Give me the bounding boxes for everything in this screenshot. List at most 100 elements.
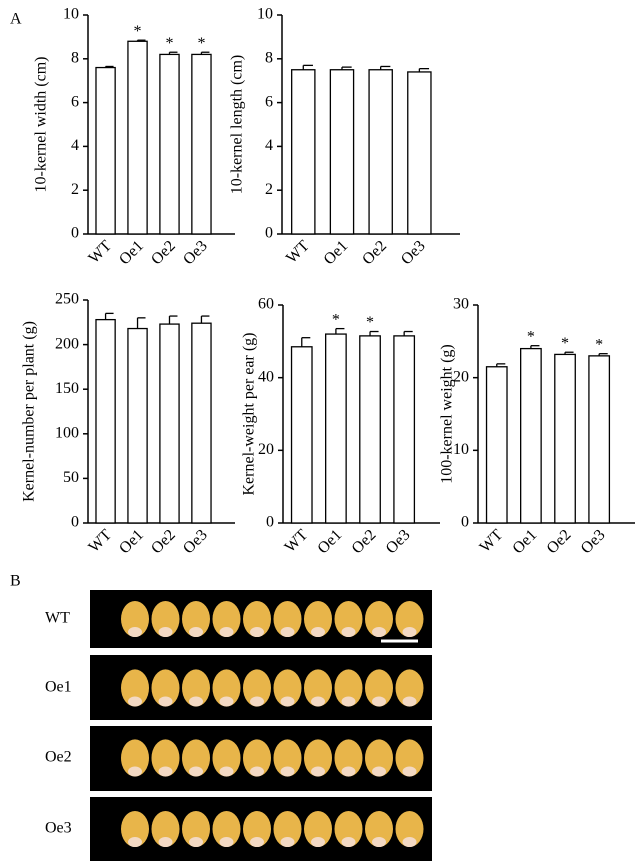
y-tick-label: 50 bbox=[63, 469, 79, 486]
y-tick-label: 2 bbox=[265, 181, 273, 198]
kernel-tip bbox=[128, 627, 142, 638]
kernel bbox=[273, 811, 302, 847]
kernel-tip bbox=[250, 837, 264, 848]
kernel bbox=[212, 669, 241, 707]
panel-label: A bbox=[10, 11, 22, 28]
x-tick-label: Oe3 bbox=[383, 526, 414, 557]
bar bbox=[127, 40, 148, 235]
kernel bbox=[365, 669, 393, 707]
kernel bbox=[395, 601, 424, 637]
kernel bbox=[304, 811, 332, 847]
y-tick-label: 40 bbox=[258, 368, 274, 385]
kernel bbox=[182, 669, 210, 707]
y-tick-label: 4 bbox=[71, 137, 79, 154]
bar bbox=[588, 355, 611, 524]
kernel-tip bbox=[219, 627, 234, 638]
y-tick-label: 4 bbox=[265, 137, 273, 154]
bar bbox=[191, 322, 212, 524]
kernel bbox=[334, 669, 363, 707]
kernel bbox=[334, 601, 363, 637]
kernel bbox=[304, 739, 332, 777]
y-tick-label: 0 bbox=[461, 514, 469, 531]
kernel bbox=[121, 811, 149, 847]
kernel-tip bbox=[311, 837, 325, 848]
significance-mark: * bbox=[595, 336, 603, 353]
significance-mark: * bbox=[561, 335, 569, 352]
kernel-tip bbox=[219, 696, 234, 707]
row-label: Oe3 bbox=[45, 820, 72, 837]
x-tick-label: Oe3 bbox=[180, 526, 211, 557]
bar bbox=[191, 53, 212, 235]
kernel-tip bbox=[158, 696, 173, 707]
kernel bbox=[212, 739, 241, 777]
x-tick-label: Oe2 bbox=[349, 526, 380, 557]
x-tick-label: Oe2 bbox=[148, 526, 179, 557]
kernel-tip bbox=[402, 696, 417, 707]
kernel-tip bbox=[250, 766, 264, 777]
kernel bbox=[243, 739, 271, 777]
x-tick-label: WT bbox=[85, 526, 115, 556]
significance-mark: * bbox=[197, 35, 205, 52]
kernel bbox=[151, 669, 180, 707]
bar bbox=[554, 353, 576, 524]
kernel bbox=[182, 811, 210, 847]
kernel-tip bbox=[128, 837, 142, 848]
x-tick-label: Oe3 bbox=[180, 237, 211, 268]
kernel bbox=[365, 601, 393, 637]
bar bbox=[290, 346, 313, 524]
kernel-tip bbox=[189, 627, 203, 638]
y-axis-label: Kernel-number per plant (g) bbox=[21, 321, 38, 502]
y-tick-label: 30 bbox=[453, 296, 469, 313]
x-tick-label: Oe1 bbox=[116, 526, 147, 557]
kernel-tip bbox=[280, 766, 295, 777]
y-tick-label: 8 bbox=[265, 49, 273, 66]
kernel-tip bbox=[311, 766, 325, 777]
kernel bbox=[151, 739, 180, 777]
kernel bbox=[121, 601, 149, 637]
kernel-tip bbox=[372, 837, 386, 848]
x-tick-label: Oe3 bbox=[398, 237, 429, 268]
bar bbox=[520, 347, 542, 524]
kernel-tip bbox=[189, 766, 203, 777]
kernel-tip bbox=[341, 696, 356, 707]
kernel-tip bbox=[372, 766, 386, 777]
bar bbox=[393, 335, 416, 524]
kernel-tip bbox=[158, 766, 173, 777]
y-tick-label: 6 bbox=[265, 93, 273, 110]
kernel bbox=[334, 811, 363, 847]
y-tick-label: 200 bbox=[55, 335, 79, 352]
y-tick-label: 60 bbox=[258, 296, 274, 313]
x-tick-label: WT bbox=[477, 526, 507, 556]
kernel-tip bbox=[280, 627, 295, 638]
kernel bbox=[273, 739, 302, 777]
x-tick-label: WT bbox=[85, 237, 115, 267]
y-tick-label: 20 bbox=[258, 441, 274, 458]
kernel bbox=[121, 669, 149, 707]
kernel-tip bbox=[219, 766, 234, 777]
kernel bbox=[151, 601, 180, 637]
x-tick-label: Oe2 bbox=[148, 237, 179, 268]
y-tick-label: 100 bbox=[55, 424, 79, 441]
bar bbox=[368, 69, 393, 235]
y-tick-label: 0 bbox=[266, 514, 274, 531]
kernel bbox=[121, 739, 149, 777]
bar bbox=[291, 69, 316, 235]
y-tick-label: 6 bbox=[71, 93, 79, 110]
kernel bbox=[304, 601, 332, 637]
kernel-tip bbox=[158, 627, 173, 638]
bar bbox=[407, 71, 432, 235]
kernel-tip bbox=[189, 837, 203, 848]
kernel bbox=[212, 601, 241, 637]
y-axis-label: 10-kernel length (cm) bbox=[229, 55, 246, 195]
kernel bbox=[365, 811, 393, 847]
significance-mark: * bbox=[332, 311, 340, 328]
kernel bbox=[304, 669, 332, 707]
bar bbox=[159, 53, 180, 235]
y-tick-label: 2 bbox=[71, 181, 79, 198]
x-tick-label: WT bbox=[283, 237, 313, 267]
kernel-tip bbox=[341, 766, 356, 777]
kernel bbox=[395, 811, 424, 847]
kernel bbox=[182, 601, 210, 637]
kernel-tip bbox=[128, 696, 142, 707]
